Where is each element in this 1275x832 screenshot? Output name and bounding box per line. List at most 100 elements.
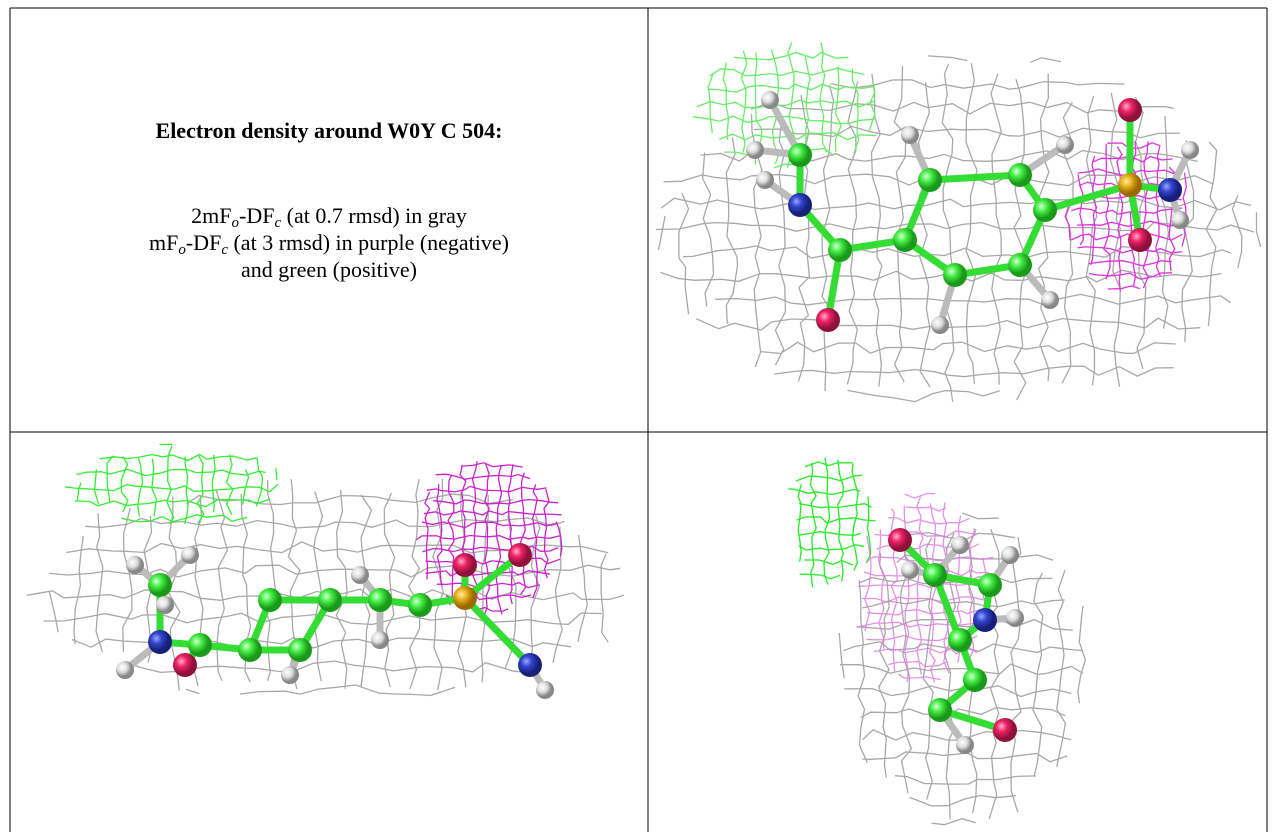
atom <box>1056 136 1074 154</box>
mesh-line <box>840 664 1083 674</box>
mesh-line <box>991 74 1001 385</box>
atom <box>1006 609 1024 627</box>
atom <box>1001 546 1019 564</box>
mesh-line <box>1232 196 1241 269</box>
atom <box>148 630 172 654</box>
atom <box>951 536 969 554</box>
atom <box>116 661 134 679</box>
caption-text: mF <box>149 230 178 255</box>
mesh-line <box>95 469 99 504</box>
caption-title: Electron density around W0Y C 504: <box>10 118 648 144</box>
mesh-line <box>424 511 562 515</box>
mesh-line <box>49 591 58 632</box>
mesh-line <box>797 517 876 523</box>
mesh-line <box>804 560 853 565</box>
mesh-line <box>185 457 189 524</box>
mesh-line <box>276 468 277 480</box>
mesh-line <box>751 102 1174 114</box>
mesh-line <box>186 689 200 693</box>
atom <box>188 633 212 657</box>
mesh-line <box>1011 537 1021 812</box>
atom <box>828 238 852 262</box>
density-mesh <box>693 42 876 168</box>
mesh-line <box>426 558 561 564</box>
atom <box>258 588 282 612</box>
atom <box>518 653 542 677</box>
mesh-line <box>77 483 81 502</box>
atom <box>963 668 987 692</box>
mesh-line <box>798 484 801 561</box>
mesh-line <box>656 222 1254 232</box>
mesh-line <box>553 527 562 663</box>
molecule <box>888 528 1024 754</box>
mesh-line <box>810 463 816 587</box>
atom <box>173 653 197 677</box>
atom <box>408 593 432 617</box>
mesh-line <box>895 776 1036 784</box>
caption-line: and green (positive) <box>10 256 648 283</box>
caption-line: mFo-DFc (at 3 rmsd) in purple (negative) <box>10 229 648 256</box>
caption-text: (at 0.7 rmsd) in gray <box>281 203 467 228</box>
atom <box>371 631 389 649</box>
mesh-line <box>928 56 967 61</box>
mesh-line <box>1014 79 1026 400</box>
mesh-line <box>708 75 712 133</box>
mesh-line <box>932 819 976 825</box>
mesh-line <box>734 53 848 60</box>
mesh-line <box>1089 261 1172 266</box>
mesh-line <box>661 270 1222 282</box>
mesh-line <box>227 455 234 515</box>
caption-line: 2mFo-DFc (at 0.7 rmsd) in gray <box>10 202 648 229</box>
mesh-line <box>659 216 666 250</box>
mesh-line <box>1206 142 1217 326</box>
mesh-line <box>72 638 571 649</box>
atom <box>956 736 974 754</box>
density-mesh <box>857 493 993 682</box>
mesh-line <box>496 465 502 614</box>
mesh-line <box>1030 58 1061 63</box>
atom <box>368 588 392 612</box>
mesh-line <box>910 796 1016 806</box>
atom <box>1171 211 1189 229</box>
atom <box>536 681 554 699</box>
mesh-line <box>1111 93 1121 387</box>
atom <box>746 141 764 159</box>
atom <box>1128 228 1152 252</box>
atom <box>281 666 299 684</box>
mesh-line <box>508 464 513 604</box>
caption-text: and green (positive) <box>241 257 417 282</box>
mesh-line <box>879 553 889 777</box>
mesh-line <box>799 532 861 535</box>
atom <box>928 698 952 722</box>
bond <box>930 175 1020 180</box>
atom <box>761 91 779 109</box>
mesh-line <box>796 475 862 481</box>
mesh-line <box>1108 286 1140 289</box>
mesh-line <box>710 68 865 76</box>
atom <box>1041 291 1059 309</box>
mesh-line <box>336 490 347 689</box>
mesh-line <box>198 455 204 524</box>
atom <box>181 546 199 564</box>
density-mesh <box>788 458 875 588</box>
atom <box>973 608 997 632</box>
mesh-line <box>800 574 840 579</box>
mesh-line <box>240 685 455 696</box>
atom <box>238 638 262 662</box>
atom <box>288 638 312 662</box>
mesh-line <box>726 138 737 324</box>
mesh-line <box>1078 606 1086 703</box>
subscript: o <box>178 242 186 258</box>
mesh-line <box>942 64 954 402</box>
mesh-line <box>216 490 227 681</box>
mesh-line <box>1257 212 1261 247</box>
mesh-line <box>107 456 113 503</box>
mesh-line <box>899 674 941 679</box>
mesh-line <box>461 463 523 467</box>
mesh-line <box>1071 234 1182 240</box>
mesh-line <box>835 66 841 152</box>
mesh-line <box>74 536 83 644</box>
mesh-line <box>679 193 689 314</box>
mesh-line <box>96 513 103 652</box>
mesh-line <box>256 458 262 507</box>
